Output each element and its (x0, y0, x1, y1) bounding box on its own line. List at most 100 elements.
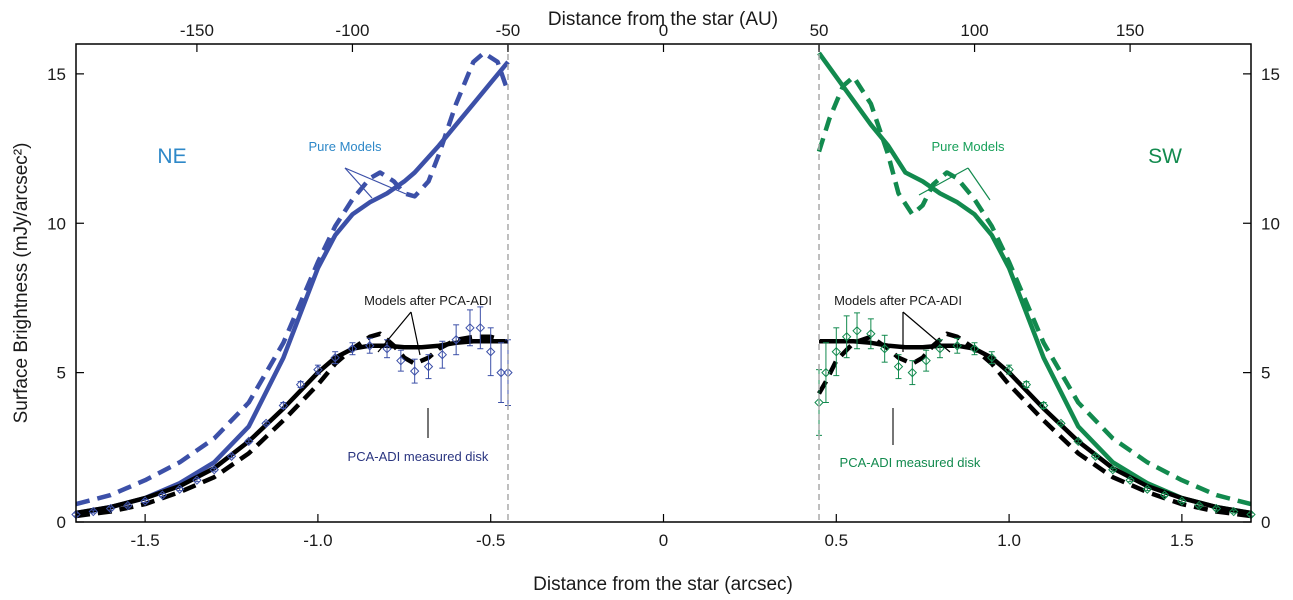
x2-tick-label: -100 (335, 21, 369, 40)
annotation-layer: Pure Models Models after PCA-ADI PCA-ADI… (157, 139, 1182, 470)
ne-pure-model-solid-line (75, 60, 510, 516)
x-tick-label: -1.5 (130, 531, 159, 550)
data-point (157, 490, 168, 500)
data-point (907, 367, 918, 378)
data-point (821, 367, 831, 378)
x2-tick-label: 100 (960, 21, 988, 40)
ne-measured-label: PCA-ADI measured disk (348, 449, 489, 464)
x2-tick-label: 150 (1116, 21, 1144, 40)
y-tick-label: 10 (47, 214, 66, 233)
data-point (451, 335, 461, 345)
x-tick-label: 1.5 (1170, 531, 1194, 550)
sw-measured-annotation: PCA-ADI measured disk (840, 408, 981, 470)
data-point (409, 366, 420, 376)
data-point (192, 475, 202, 485)
y-tick-label: 15 (47, 65, 66, 84)
data-point (1194, 500, 1204, 511)
sw-pca-model-dashed-line (817, 331, 1252, 519)
plot-frame (75, 43, 1252, 523)
data-point (465, 323, 475, 333)
y-tick-label-right: 0 (1261, 513, 1270, 532)
data-point (226, 451, 237, 461)
annotation-pointer (967, 167, 991, 201)
y-tick-label-right: 10 (1261, 214, 1280, 233)
data-point (105, 503, 116, 514)
x2-tick-label: -50 (496, 21, 521, 40)
sw-pca-models-annotation: Models after PCA-ADI (834, 293, 962, 353)
data-point (893, 361, 904, 372)
x-tick-label: 0.5 (824, 531, 848, 550)
x-tick-label: -1.0 (303, 531, 332, 550)
data-point (437, 349, 448, 360)
data-point (209, 465, 219, 475)
data-point (278, 400, 289, 411)
sw-pca-model-solid-line (819, 339, 1252, 516)
sw-pca-models-label: Models after PCA-ADI (834, 293, 962, 308)
data-point (852, 326, 862, 336)
data-point (1038, 400, 1049, 411)
data-point (396, 355, 406, 366)
data-point (365, 341, 375, 351)
data-point (1177, 496, 1187, 506)
ne-pca-models-label: Models after PCA-ADI (364, 293, 492, 308)
data-point (1159, 490, 1170, 500)
data-point (1056, 418, 1066, 429)
x-tick-label: 0 (659, 531, 668, 550)
x2-tick-label: 0 (659, 21, 668, 40)
axes-layer: -1.5 -1.0 -0.5 0 0.5 1.0 1.5-150 -100 -50 0 50 100 1… (47, 21, 1280, 550)
data-point (123, 500, 133, 511)
data-point (347, 344, 358, 354)
ne-pca-model-dashed-line (75, 331, 502, 519)
x-axis-title: Distance from the star (arcsec) (533, 574, 793, 595)
sw-side-label: SW (1148, 145, 1182, 168)
sw-pure-models-annotation: Pure Models (918, 139, 1005, 201)
data-point (1021, 379, 1032, 390)
data-point (423, 361, 434, 372)
x2-tick-label: 50 (810, 21, 829, 40)
data-point (866, 329, 876, 339)
x-tick-label: 1.0 (997, 531, 1021, 550)
x2-tick-label: -150 (180, 21, 214, 40)
data-point (330, 352, 340, 363)
x2-axis-title: Distance from the star (AU) (548, 9, 778, 30)
data-point (496, 367, 506, 378)
data-point (1125, 475, 1135, 485)
ne-pca-models-annotation: Models after PCA-ADI (364, 293, 492, 356)
data-point (841, 332, 852, 342)
ne-pure-models-annotation: Pure Models (309, 139, 407, 199)
y-tick-label-right: 5 (1261, 364, 1270, 383)
series-layer (71, 50, 1256, 520)
y-tick-label-right: 15 (1261, 65, 1280, 84)
data-point (140, 496, 150, 506)
y-tick-label: 5 (57, 364, 66, 383)
data-point (831, 347, 842, 357)
ne-measured-disk-points (71, 306, 513, 520)
annotation-pointer (918, 167, 969, 196)
annotation-pointer (902, 311, 951, 353)
data-point (1090, 451, 1101, 461)
ne-pca-model-solid-line (75, 339, 508, 516)
data-point (485, 347, 496, 357)
data-point (475, 323, 486, 333)
data-point (935, 344, 945, 354)
ne-pure-models-label: Pure Models (309, 139, 382, 154)
annotation-pointer (344, 167, 373, 199)
data-point (952, 341, 962, 351)
data-point (1229, 506, 1239, 517)
data-point (174, 484, 185, 494)
data-point (1004, 364, 1014, 375)
sw-pure-model-solid-line (817, 51, 1252, 516)
data-point (244, 436, 254, 447)
data-point (969, 344, 980, 354)
data-point (1073, 436, 1083, 447)
data-point (295, 379, 306, 390)
data-point (879, 344, 890, 354)
sw-pure-models-label: Pure Models (932, 139, 1005, 154)
sw-measured-label: PCA-ADI measured disk (840, 455, 981, 470)
data-point (313, 364, 323, 375)
data-point (921, 355, 931, 366)
annotation-pointer (410, 311, 421, 356)
ne-measured-annotation: PCA-ADI measured disk (348, 408, 489, 464)
annotation-pointer (377, 311, 412, 353)
